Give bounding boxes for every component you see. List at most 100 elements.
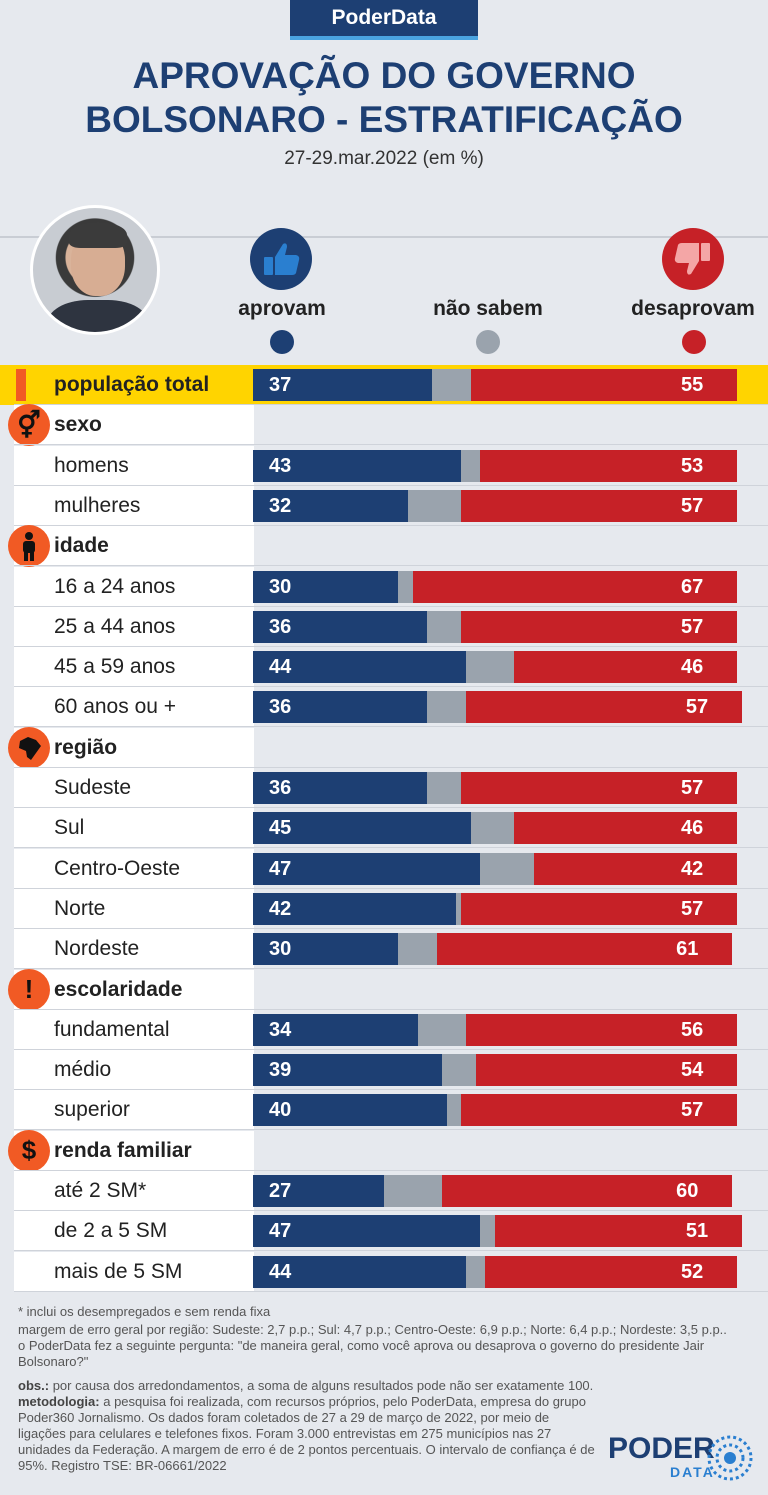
value-disapprove: 54 (681, 1059, 704, 1082)
legend-approve: aprovam (238, 297, 326, 320)
row-separator (14, 565, 768, 567)
bar-disapprove (465, 1013, 737, 1046)
bar-dont-know (465, 651, 515, 684)
row-separator (14, 1048, 768, 1050)
data-row: 25 a 44 anos 36 57 (0, 606, 768, 647)
category-label: escolaridade (54, 977, 183, 1001)
value-approve: 45 (269, 817, 292, 840)
value-disapprove: 46 (681, 656, 704, 679)
data-row: mais de 5 SM 44 52 (0, 1251, 768, 1292)
row-label-area (14, 768, 254, 808)
row-label-area (14, 848, 254, 889)
value-approve: 36 (269, 696, 292, 719)
bar-dont-know (456, 892, 462, 925)
row-separator (14, 1008, 768, 1010)
value-approve: 36 (269, 615, 292, 638)
highlight-mark (16, 369, 26, 401)
value-disapprove: 57 (681, 615, 704, 638)
data-row: 45 a 59 anos 44 46 (0, 647, 768, 688)
row-label: superior (54, 1098, 130, 1122)
data-row: Sul 45 46 (0, 808, 768, 849)
exclamation-icon: ! (8, 968, 50, 1011)
row-label: mais de 5 SM (54, 1259, 183, 1283)
row-label: 25 a 44 anos (54, 614, 176, 638)
category-header: ! escolaridade (0, 968, 768, 1011)
value-approve: 30 (269, 575, 292, 598)
value-approve: 44 (269, 656, 292, 679)
legend-dot-disapprove (682, 330, 706, 354)
footnote-3: o PoderData fez a seguinte pergunta: "de… (18, 1338, 705, 1369)
row-label-area (14, 365, 254, 405)
bar-disapprove (475, 1054, 737, 1087)
data-row: Nordeste 30 61 (0, 929, 768, 970)
data-row: 60 anos ou + 36 57 (0, 687, 768, 728)
bar-disapprove (470, 369, 737, 401)
bar-dont-know (461, 449, 481, 482)
row-separator (14, 404, 768, 405)
footnote-2: margem de erro geral por região: Sudeste… (18, 1322, 727, 1337)
value-disapprove: 46 (681, 817, 704, 840)
brand-tab: PoderData (290, 0, 478, 40)
bar-dont-know (470, 812, 515, 845)
row-label: 16 a 24 anos (54, 574, 176, 598)
bar-dont-know (427, 691, 466, 724)
data-row: fundamental 34 56 (0, 1009, 768, 1050)
bar-approve (253, 1255, 466, 1288)
data-row: Centro-Oeste 47 42 (0, 848, 768, 889)
value-approve: 37 (269, 374, 292, 396)
row-label: fundamental (54, 1017, 170, 1041)
bar-approve (253, 852, 481, 885)
row-separator (14, 645, 768, 647)
bar-disapprove (514, 651, 737, 684)
row-label-area (14, 1009, 254, 1050)
bar-approve (253, 651, 466, 684)
value-disapprove: 51 (685, 1220, 709, 1243)
row-label-area (14, 1171, 254, 1211)
legend-dont-know: não sabem (433, 297, 543, 320)
poderdata-logo: PODER DATA (608, 1432, 758, 1482)
value-disapprove: 56 (681, 1018, 704, 1041)
divider (0, 236, 768, 238)
category-header: idade (0, 525, 768, 568)
row-label-area (14, 1090, 254, 1131)
bar-approve (253, 812, 471, 845)
row-label-area (14, 687, 254, 728)
row-label: mulheres (54, 493, 141, 517)
title-line-1: APROVAÇÃO DO GOVERNO (132, 55, 636, 96)
value-disapprove: 57 (681, 1099, 704, 1122)
bar-dont-know (398, 933, 437, 966)
thumbs-up-icon (250, 228, 312, 290)
value-approve: 30 (269, 938, 292, 961)
value-disapprove: 55 (681, 374, 704, 396)
value-disapprove: 67 (681, 575, 704, 598)
gender-icon: ⚥ (8, 404, 50, 447)
bar-disapprove (533, 852, 737, 885)
bar-approve (253, 772, 428, 804)
row-label: médio (54, 1058, 112, 1082)
row-separator (14, 726, 768, 728)
row-label-area (14, 445, 254, 486)
value-approve: 47 (269, 857, 292, 880)
value-disapprove: 57 (685, 696, 709, 719)
value-approve: 36 (269, 777, 292, 799)
value-approve: 32 (269, 494, 292, 517)
footnote-1: * inclui os desempregados e sem renda fi… (18, 1304, 271, 1319)
category-label: região (54, 735, 118, 759)
value-disapprove: 57 (681, 494, 704, 517)
bar-disapprove (495, 1215, 742, 1248)
row-label: 60 anos ou + (54, 695, 177, 719)
dollar-icon: $ (8, 1129, 50, 1172)
bar-approve (253, 892, 457, 925)
category-header: ⚥ sexo (0, 404, 768, 447)
bar-approve (253, 610, 428, 643)
row-label: Norte (54, 896, 106, 920)
value-approve: 34 (269, 1018, 292, 1041)
data-row: Sudeste 36 57 (0, 768, 768, 808)
row-label: Sul (54, 816, 85, 840)
data-row: homens 43 53 (0, 445, 768, 486)
bar-disapprove (480, 449, 737, 482)
bar-approve (253, 489, 408, 522)
row-separator (14, 686, 768, 688)
row-label-area (14, 1211, 254, 1252)
row-separator (14, 968, 768, 970)
